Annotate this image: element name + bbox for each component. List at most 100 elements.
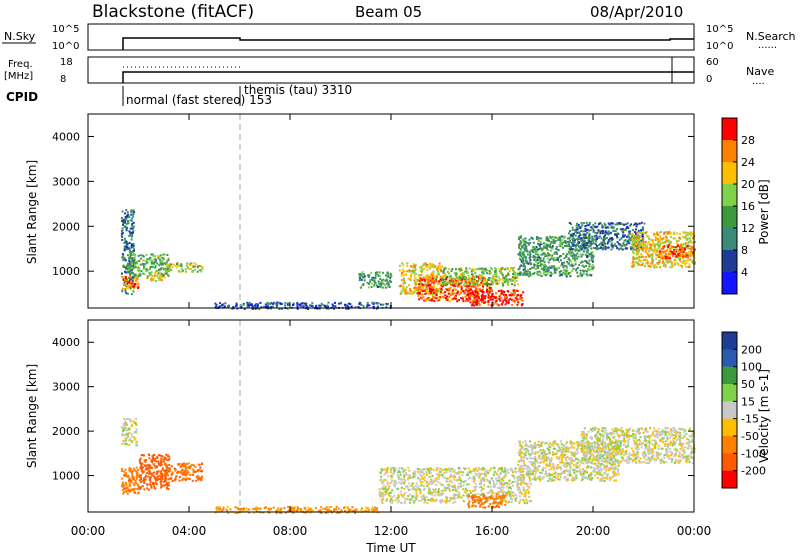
- power-cell: [310, 304, 313, 307]
- power-cell: [678, 254, 681, 257]
- power-cell: [403, 270, 406, 273]
- power-cell: [471, 268, 474, 270]
- power-cell: [569, 264, 572, 267]
- power-cell: [566, 244, 568, 247]
- vel-cell: [149, 476, 152, 479]
- power-cell: [520, 264, 523, 267]
- power-cell: [142, 272, 145, 275]
- vel-cell: [122, 440, 125, 442]
- power-cell: [387, 302, 389, 305]
- vel-cell: [128, 443, 131, 446]
- power-cell: [448, 295, 451, 298]
- vel-cell: [141, 462, 144, 465]
- power-cell: [474, 281, 477, 284]
- vel-cell: [504, 474, 507, 477]
- power-cell: [433, 276, 436, 279]
- power-cell: [129, 283, 132, 286]
- power-cell: [645, 231, 647, 234]
- power-cell: [426, 278, 429, 281]
- power-cell: [427, 274, 430, 277]
- power-cell: [667, 258, 670, 261]
- power-cell: [539, 258, 542, 261]
- power-cell: [683, 247, 686, 250]
- power-cell: [134, 266, 137, 269]
- power-cell: [559, 255, 561, 258]
- power-cell: [339, 301, 342, 304]
- vel-cell: [319, 509, 322, 512]
- power-cell: [129, 258, 132, 261]
- power-cell: [620, 222, 623, 225]
- power-cell: [133, 211, 136, 213]
- vel-cell: [390, 471, 393, 474]
- power-cell: [383, 283, 385, 286]
- vel-cell: [348, 508, 351, 511]
- power-cbar-tick-label: 24: [741, 156, 755, 169]
- power-cell: [124, 258, 126, 260]
- power-cell: [469, 301, 472, 304]
- vel-cell: [122, 430, 125, 433]
- power-cell: [687, 256, 690, 259]
- power-cell: [408, 284, 410, 287]
- vel-cell: [165, 473, 168, 476]
- power-cell: [216, 306, 219, 309]
- power-cell: [465, 285, 468, 288]
- vel-cell: [171, 471, 174, 474]
- power-cell: [473, 304, 475, 307]
- power-cell: [643, 242, 646, 245]
- vel-cell: [420, 499, 423, 502]
- power-cell: [434, 279, 437, 282]
- power-cell: [149, 273, 152, 276]
- power-cell: [427, 278, 430, 281]
- power-cell: [619, 222, 622, 225]
- power-cell: [653, 243, 655, 246]
- power-cell: [447, 270, 450, 273]
- power-cell: [133, 277, 136, 280]
- vel-cell: [167, 474, 169, 477]
- vel-cell: [125, 434, 128, 437]
- power-cell: [662, 242, 665, 245]
- power-cell: [421, 290, 424, 293]
- vel-cell: [500, 468, 502, 471]
- freq-trace: [122, 71, 694, 83]
- power-cell: [553, 265, 556, 268]
- power-cell: [582, 273, 585, 276]
- power-cell: [327, 307, 330, 310]
- vel-cell: [142, 466, 145, 469]
- vel-cell: [446, 480, 449, 483]
- vel-cell: [293, 509, 296, 511]
- power-cell: [401, 262, 404, 265]
- power-cell: [147, 275, 150, 278]
- power-cell: [186, 262, 189, 265]
- vel-cell: [188, 467, 191, 470]
- power-cell: [545, 268, 548, 271]
- power-cell: [158, 257, 161, 260]
- power-cell: [163, 274, 165, 276]
- power-cell: [590, 274, 593, 277]
- vel-cell: [237, 507, 240, 510]
- power-cell: [491, 278, 494, 281]
- power-cell: [224, 302, 227, 305]
- vel-cell: [382, 495, 385, 498]
- power-cell: [428, 276, 431, 279]
- vel-cell: [277, 509, 280, 512]
- power-cell: [125, 222, 128, 225]
- power-cell: [643, 222, 646, 225]
- vel-cell: [167, 481, 170, 484]
- power-cell: [604, 234, 607, 237]
- power-cell: [461, 278, 464, 281]
- vel-cell: [143, 481, 146, 484]
- power-cell: [574, 229, 577, 231]
- vel-cell: [504, 472, 507, 475]
- vel-cell: [252, 508, 255, 511]
- vel-cell: [419, 469, 422, 472]
- power-cell: [685, 259, 688, 262]
- power-cell: [248, 301, 251, 304]
- power-cell: [569, 235, 572, 238]
- power-cell: [488, 284, 491, 287]
- vel-cell: [158, 454, 161, 457]
- power-cell: [467, 294, 470, 297]
- power-cell: [360, 278, 363, 281]
- power-cell: [226, 305, 229, 308]
- vel-cell: [184, 472, 187, 475]
- power-cell: [574, 260, 577, 263]
